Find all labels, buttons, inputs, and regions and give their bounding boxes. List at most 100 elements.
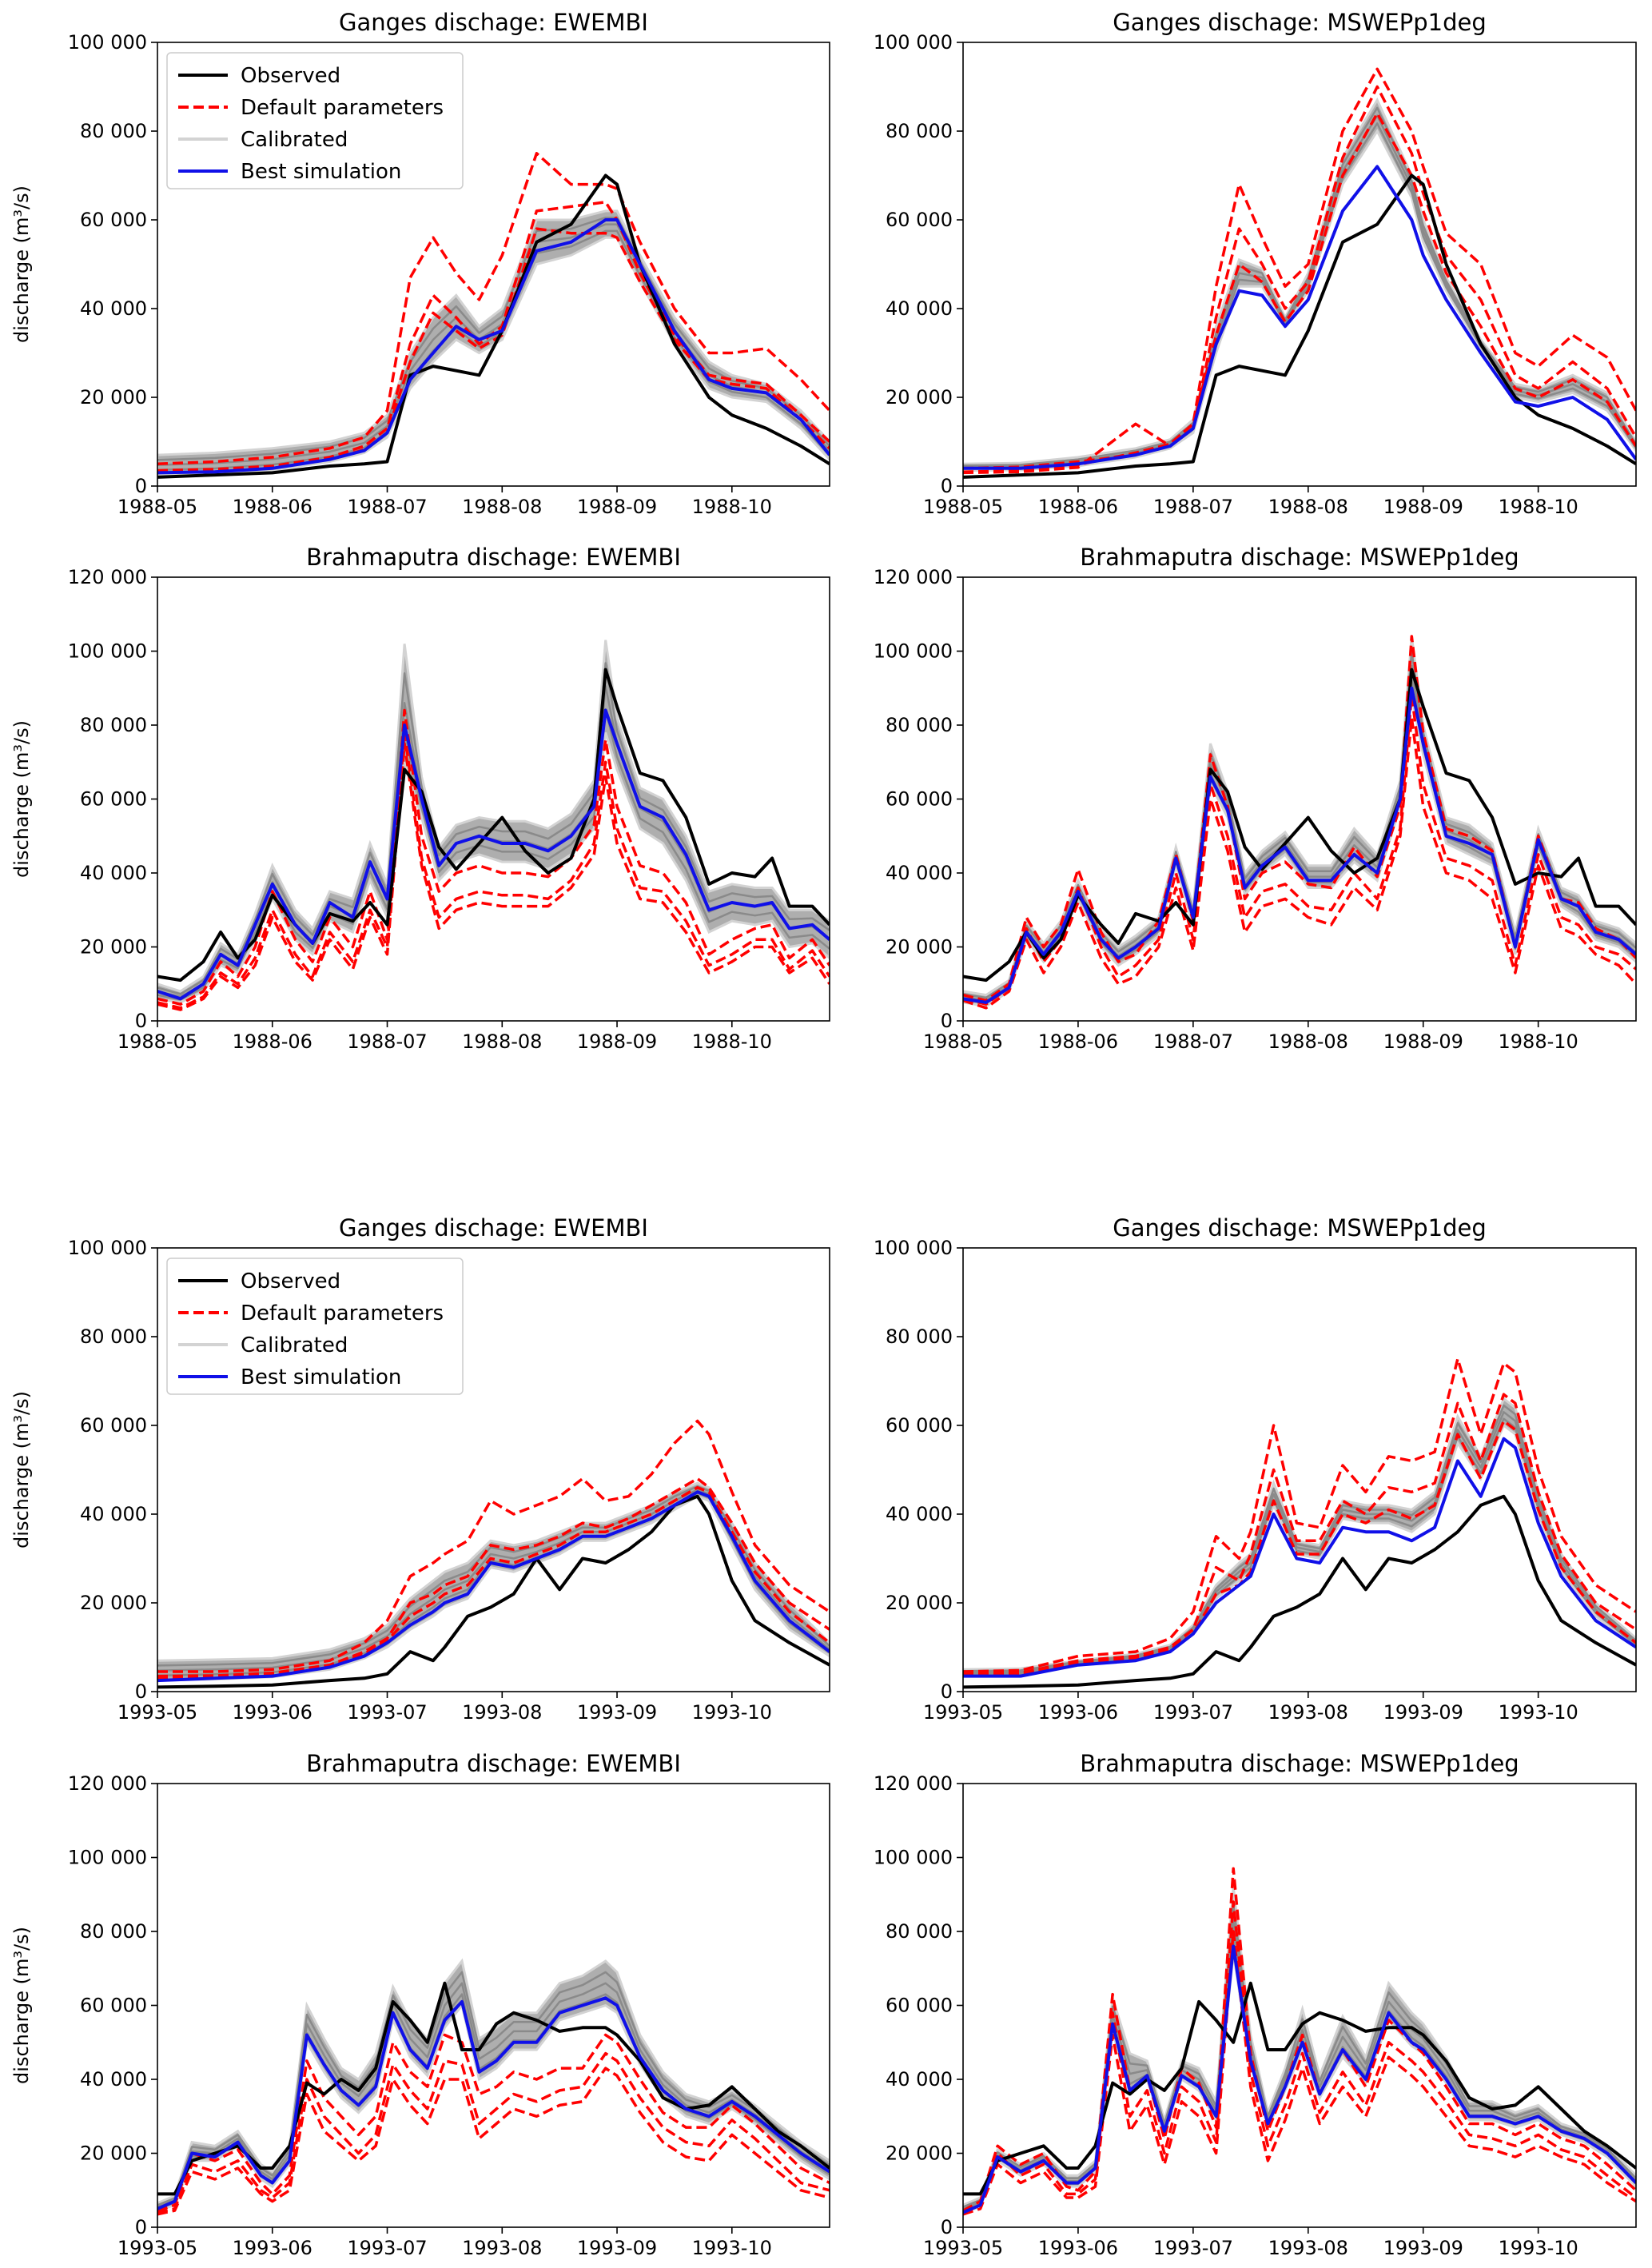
y-tick-label: 60 000 [80,1414,147,1437]
axes-frame [962,42,1637,487]
x-tick-label: 1993-06 [233,2237,312,2259]
y-tick-label: 60 000 [886,209,953,231]
x-tick-label: 1988-10 [692,496,772,518]
x-tick-label: 1993-06 [1038,2237,1118,2259]
x-tick-label: 1993-08 [462,2237,542,2259]
legend: Observed Default parameters Calibrated Best… [166,1258,464,1395]
y-tick-label: 80 000 [80,120,147,142]
default-parameters-line [157,742,830,1011]
x-tick-label: 1988-06 [1038,496,1118,518]
default-parameters-line [963,85,1636,475]
x-tick-label: 1988-09 [577,1030,657,1053]
chart-panel: 0 20 000 40 000 60 000 80 000 100 000 120 000 1… [874,1750,1637,2259]
x-tick-label: 1993-05 [923,1701,1003,1724]
default-parameters-line [963,1867,1636,2212]
x-tick-label: 1993-05 [923,2237,1003,2259]
x-tick-label: 1988-09 [1383,1030,1463,1053]
y-tick-label: 0 [135,1010,147,1032]
y-tick-label: 120 000 [68,566,147,588]
observed-line [963,1981,1636,2196]
chart-title: Ganges dischage: EWEMBI [339,9,648,36]
observed-line [157,1981,830,2196]
observed-line [963,173,1636,479]
chart-panel: 0 20 000 40 000 60 000 80 000 100 000 1993-05 1… [10,1214,830,1724]
y-axis-label: discharge (m³/s) [10,1927,33,2084]
x-tick-label: 1988-06 [1038,1030,1118,1053]
calibrated-line [963,650,1636,999]
chart-title: Ganges dischage: MSWEPp1deg [1113,1214,1487,1242]
x-tick-label: 1988-07 [1153,496,1233,518]
y-tick-label: 60 000 [886,788,953,811]
y-tick-label: 0 [135,2216,147,2238]
legend-frame [166,1258,464,1395]
y-tick-label: 100 000 [68,640,147,663]
x-tick-label: 1988-09 [1383,496,1463,518]
y-tick-label: 40 000 [886,862,953,884]
legend-default-parameters-label: Default parameters [241,1301,444,1325]
x-tick-label: 1993-07 [347,1701,427,1724]
legend-observed-label: Observed [241,1270,340,1293]
default-parameters-line [963,1357,1636,1673]
best-simulation-line [963,686,1636,1004]
y-tick-label: 100 000 [874,1237,953,1259]
observed-line [157,668,830,983]
y-tick-label: 40 000 [80,2068,147,2091]
axes-frame [962,576,1637,1022]
x-tick-label: 1988-09 [577,496,657,518]
y-tick-label: 120 000 [874,566,953,588]
plot-area [157,1419,830,1689]
default-parameters-line [963,1393,1636,1676]
x-tick-label: 1993-10 [692,1701,772,1724]
x-tick-label: 1993-09 [577,1701,657,1724]
axes-frame [962,1783,1637,2228]
chart-title: Ganges dischage: MSWEPp1deg [1113,9,1487,36]
y-tick-label: 20 000 [80,386,147,409]
y-tick-label: 20 000 [80,1592,147,1614]
y-tick-label: 100 000 [874,1847,953,1869]
default-parameters-line [963,1900,1636,2214]
chart-panel: 0 20 000 40 000 60 000 80 000 100 000 1988-05 1… [10,9,830,518]
default-parameters-line [157,1477,830,1678]
x-tick-label: 1993-10 [1499,1701,1578,1724]
x-tick-label: 1988-05 [117,1030,197,1053]
x-tick-label: 1988-10 [1499,496,1578,518]
y-tick-label: 80 000 [886,714,953,736]
best-simulation-line [157,708,830,1001]
x-tick-label: 1988-08 [1268,496,1348,518]
y-tick-label: 0 [941,475,953,497]
x-tick-label: 1993-05 [117,2237,197,2259]
chart-title: Brahmaputra dischage: EWEMBI [306,544,681,571]
y-tick-label: 40 000 [80,297,147,320]
x-tick-label: 1988-05 [923,496,1003,518]
legend: Observed Default parameters Calibrated Best… [166,52,464,189]
legend-calibrated-label: Calibrated [241,128,348,152]
y-tick-label: 20 000 [886,386,953,409]
x-tick-label: 1993-09 [1383,1701,1463,1724]
axes-frame [157,1247,830,1692]
chart-panel: 0 20 000 40 000 60 000 80 000 100 000 1988-05 1… [874,9,1637,518]
x-tick-label: 1993-07 [1153,2237,1233,2259]
best-simulation-line [157,1996,830,2210]
y-tick-label: 100 000 [68,1847,147,1869]
calibrated-band [157,1481,830,1682]
y-tick-label: 20 000 [80,2142,147,2165]
x-tick-label: 1993-06 [233,1701,312,1724]
y-axis-label: discharge (m³/s) [10,185,33,343]
x-tick-label: 1988-08 [1268,1030,1348,1053]
best-simulation-line [157,218,830,475]
y-tick-label: 40 000 [80,1503,147,1525]
calibrated-line [963,1903,1636,2208]
chart-panel: 0 20 000 40 000 60 000 80 000 100 000 120 000 1… [10,544,830,1053]
x-tick-label: 1988-10 [692,1030,772,1053]
x-tick-label: 1988-06 [233,1030,312,1053]
chart-panel: 0 20 000 40 000 60 000 80 000 100 000 120 000 1… [874,544,1637,1053]
x-tick-label: 1988-08 [462,1030,542,1053]
x-tick-label: 1993-08 [462,1701,542,1724]
legend-best-simulation-label: Best simulation [241,1365,401,1389]
x-tick-label: 1988-08 [462,496,542,518]
calibrated-line [157,662,830,995]
plot-area [963,635,1636,1010]
y-tick-label: 60 000 [80,788,147,811]
y-tick-label: 60 000 [80,1995,147,2017]
